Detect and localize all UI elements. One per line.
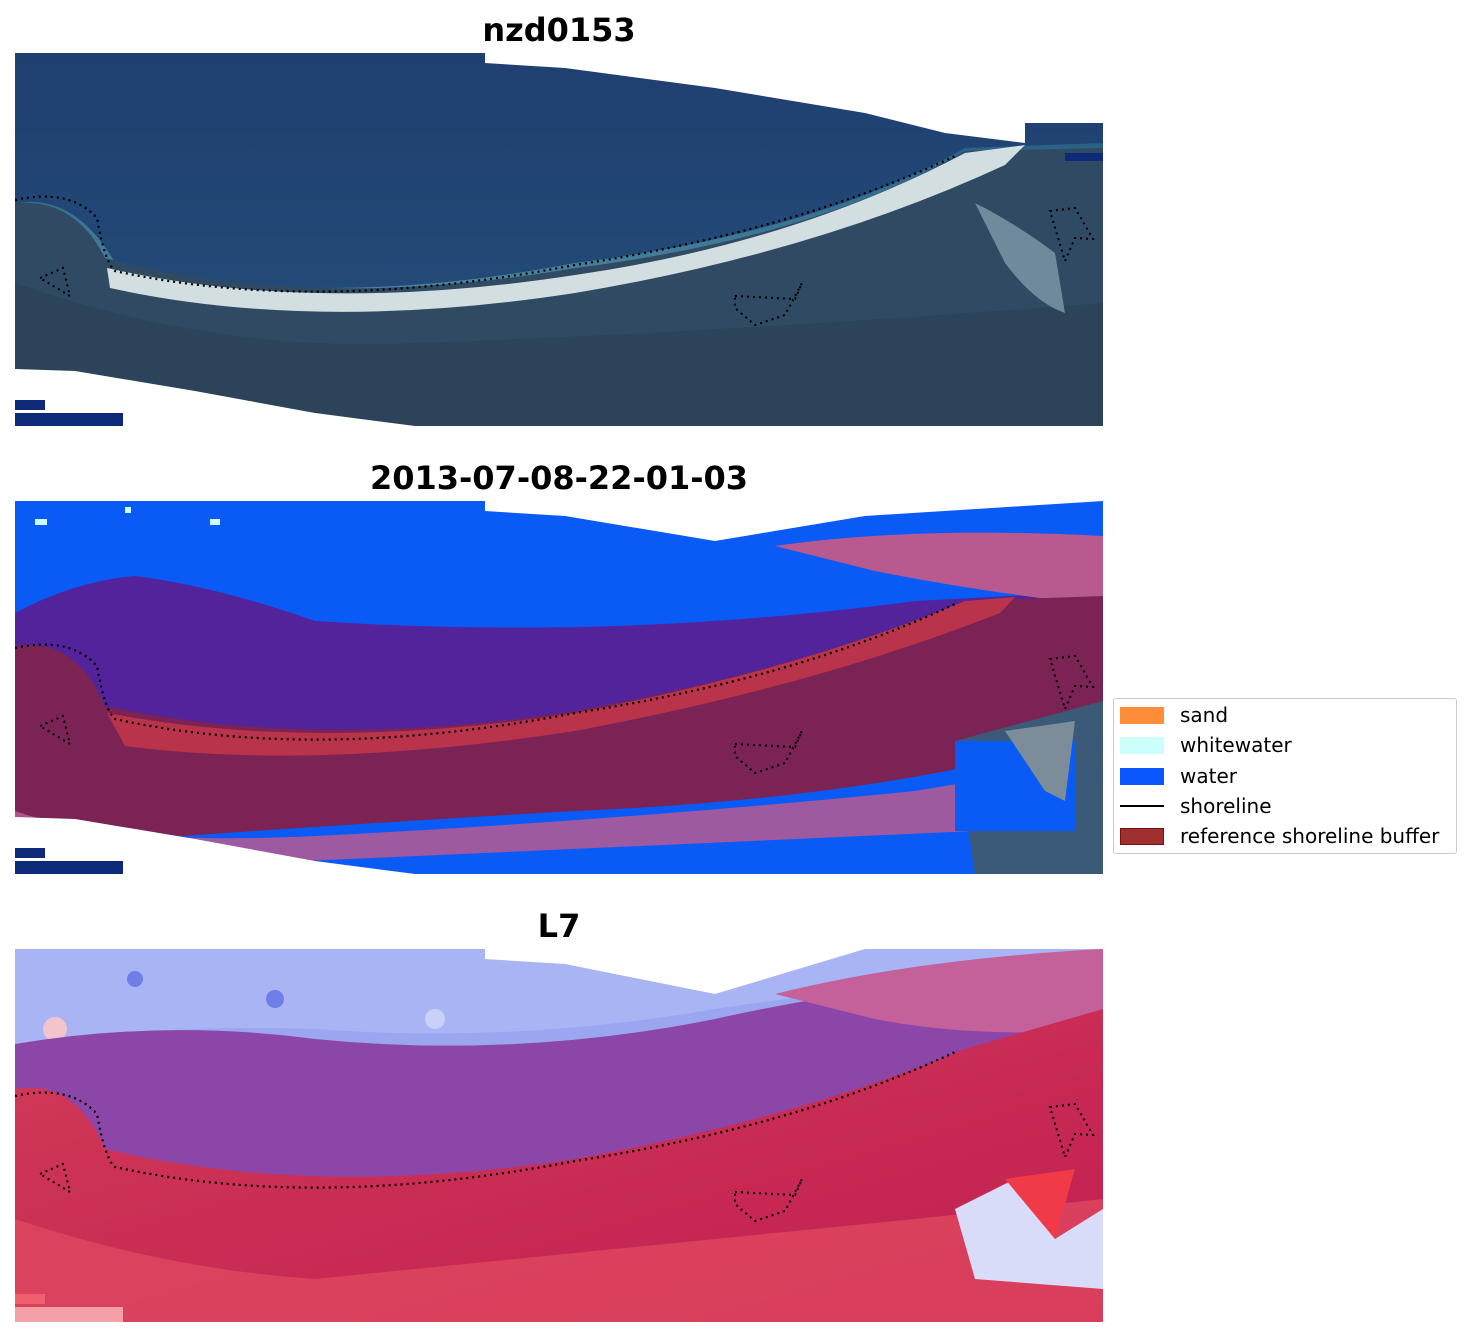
legend-item-reference-buffer: reference shoreline buffer bbox=[1120, 824, 1440, 848]
legend-item-whitewater: whitewater bbox=[1120, 733, 1292, 757]
classified-image-panel bbox=[15, 501, 1103, 874]
legend-item-water: water bbox=[1120, 764, 1237, 788]
panel-title-3: L7 bbox=[537, 907, 581, 945]
buffer-swatch bbox=[1120, 827, 1164, 845]
panel-title-1: nzd0153 bbox=[482, 11, 636, 49]
legend-label: reference shoreline buffer bbox=[1180, 824, 1440, 848]
sand-swatch bbox=[1120, 706, 1164, 724]
classified-image bbox=[15, 501, 1103, 874]
legend-item-sand: sand bbox=[1120, 703, 1229, 727]
shoreline-line-swatch bbox=[1120, 805, 1164, 807]
legend: sand whitewater water shoreline referenc… bbox=[1113, 698, 1457, 854]
legend-label: whitewater bbox=[1180, 733, 1292, 757]
legend-label: shoreline bbox=[1180, 794, 1272, 818]
water-index-image bbox=[15, 949, 1103, 1322]
panel-title-2: 2013-07-08-22-01-03 bbox=[369, 459, 749, 497]
satellite-image-panel bbox=[15, 53, 1103, 426]
legend-label: water bbox=[1180, 764, 1237, 788]
index-image-panel bbox=[15, 949, 1103, 1322]
legend-item-shoreline: shoreline bbox=[1120, 794, 1272, 818]
satellite-rgb-image bbox=[15, 53, 1103, 426]
water-swatch bbox=[1120, 767, 1164, 785]
whitewater-swatch bbox=[1120, 736, 1164, 754]
legend-label: sand bbox=[1180, 703, 1229, 727]
